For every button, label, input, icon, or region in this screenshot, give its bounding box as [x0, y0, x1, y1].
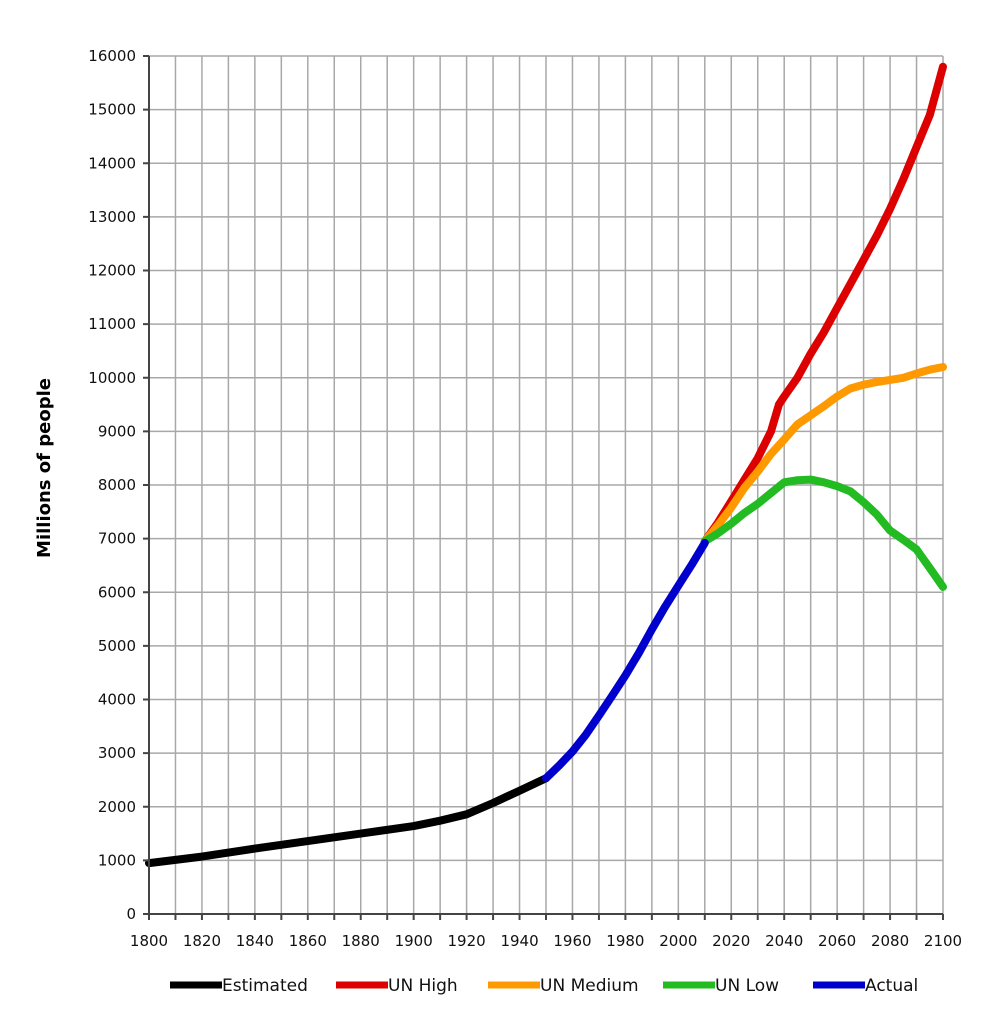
y-tick-label: 0 — [126, 905, 136, 923]
x-tick-label: 2080 — [871, 932, 909, 950]
y-tick-label: 7000 — [98, 530, 136, 548]
x-tick-label: 1980 — [606, 932, 644, 950]
legend: Estimated UN High UN Medium UN Low Actual — [170, 976, 918, 996]
y-axis-label: Millions of people — [34, 378, 55, 558]
y-tick-label: 1000 — [98, 851, 136, 869]
series-line-un-high — [700, 62, 947, 546]
x-tick-label: 1920 — [448, 932, 486, 950]
x-tick-label: 1900 — [395, 932, 433, 950]
gridlines — [148, 55, 944, 915]
series-line-un-medium — [700, 363, 947, 546]
y-tick-label: 6000 — [98, 583, 136, 601]
y-tick-label: 10000 — [88, 369, 136, 387]
y-tick-label: 4000 — [98, 691, 136, 709]
series-lines — [145, 62, 947, 868]
y-tick-label: 14000 — [88, 154, 136, 172]
x-tick-label: 1820 — [183, 932, 221, 950]
y-tick-label: 12000 — [88, 262, 136, 280]
y-tick-label: 16000 — [88, 47, 136, 65]
legend-label-actual: Actual — [865, 976, 918, 996]
x-tick-label: 2060 — [818, 932, 856, 950]
series-line-un-low — [700, 475, 947, 591]
series-line-estimated — [145, 774, 550, 868]
x-tick-label: 1880 — [342, 932, 380, 950]
y-tick-label: 5000 — [98, 637, 136, 655]
legend-label-un-low: UN Low — [715, 976, 779, 996]
x-tick-label: 2000 — [659, 932, 697, 950]
y-tick-label: 2000 — [98, 798, 136, 816]
y-tick-label: 8000 — [98, 476, 136, 494]
legend-label-un-medium: UN Medium — [540, 976, 639, 996]
x-tick-label: 1800 — [130, 932, 168, 950]
series-line-actual — [542, 538, 709, 783]
y-tick-label: 15000 — [88, 101, 136, 119]
x-tick-label: 1960 — [553, 932, 591, 950]
x-tick-label: 2100 — [924, 932, 962, 950]
x-tick-label: 2020 — [712, 932, 750, 950]
x-tick-label: 1840 — [236, 932, 274, 950]
legend-label-un-high: UN High — [388, 976, 458, 996]
legend-label-estimated: Estimated — [222, 976, 308, 996]
axes — [143, 55, 944, 920]
y-tick-label: 11000 — [88, 315, 136, 333]
x-tick-label: 2040 — [765, 932, 803, 950]
y-tick-label: 13000 — [88, 208, 136, 226]
y-tick-label: 3000 — [98, 744, 136, 762]
x-tick-label: 1940 — [500, 932, 538, 950]
x-tick-label: 1860 — [289, 932, 327, 950]
y-tick-label: 9000 — [98, 422, 136, 440]
tick-labels: 0 1000 2000 3000 4000 5000 6000 7000 8000 9000 100… — [88, 47, 962, 950]
